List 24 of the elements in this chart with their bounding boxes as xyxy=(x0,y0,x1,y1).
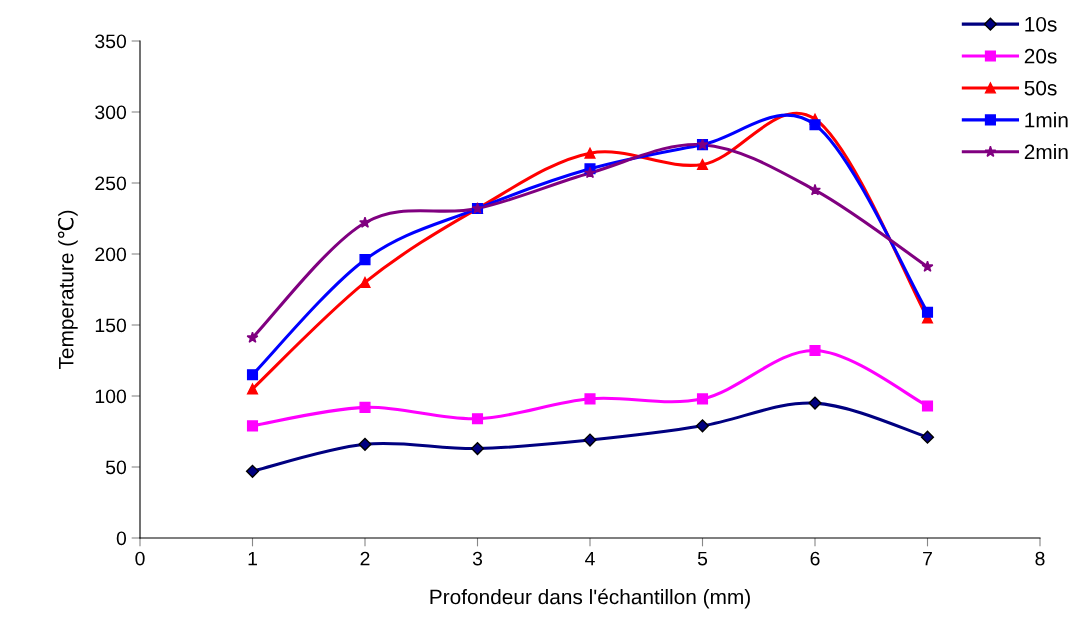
y-tick-label: 100 xyxy=(95,389,127,404)
y-tick-label: 0 xyxy=(116,531,127,546)
x-tick-label: 6 xyxy=(810,551,820,566)
x-tick-label: 5 xyxy=(697,551,708,566)
y-tick-label: 200 xyxy=(95,247,127,262)
legend-label: 50s xyxy=(1024,80,1057,96)
legend-label: 1min xyxy=(1025,112,1068,128)
legend-label: 10s xyxy=(1025,16,1057,32)
x-tick-label: 2 xyxy=(360,551,370,566)
y-tick-label: 150 xyxy=(95,318,127,333)
x-axis-title: Profondeur dans l'échantillon (mm) xyxy=(430,588,750,609)
x-tick-label: 3 xyxy=(472,551,483,566)
y-axis-title: Temperature (℃) xyxy=(57,210,78,370)
x-tick-label: 8 xyxy=(1035,551,1045,566)
y-tick-label: 50 xyxy=(105,460,127,475)
y-tick-label: 250 xyxy=(95,176,127,191)
x-tick-label: 7 xyxy=(923,551,932,566)
x-tick-label: 4 xyxy=(585,551,595,566)
y-tick-label: 300 xyxy=(95,105,127,120)
legend-label: 2min xyxy=(1024,144,1068,160)
x-tick-label: 0 xyxy=(135,551,145,566)
legend-label: 20s xyxy=(1024,48,1057,64)
x-tick-label: 1 xyxy=(248,551,257,566)
y-tick-label: 350 xyxy=(95,34,127,49)
